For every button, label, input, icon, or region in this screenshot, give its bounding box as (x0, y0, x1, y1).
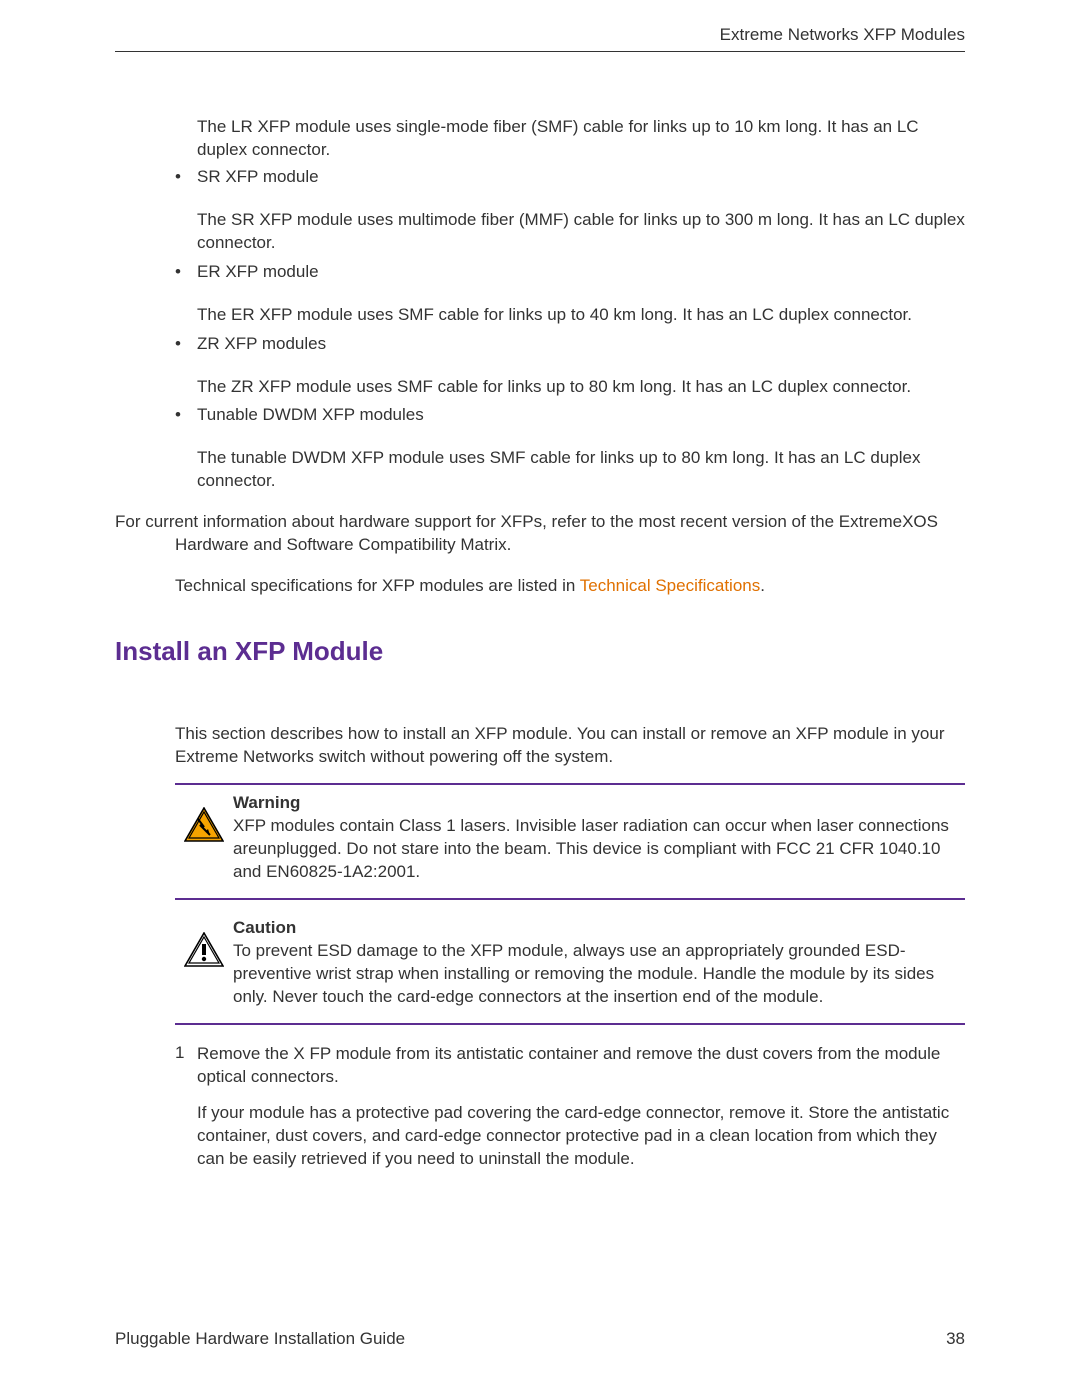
warning-rule-bottom (175, 898, 965, 900)
lr-description: The LR XFP module uses single-mode fiber… (175, 116, 965, 162)
warning-text: XFP modules contain Class 1 lasers. Invi… (233, 815, 965, 884)
list-item-desc: The ZR XFP module uses SMF cable for lin… (175, 376, 965, 399)
step-1a: Remove the X FP module from its antistat… (197, 1043, 965, 1089)
caution-rule-bottom (175, 1023, 965, 1025)
module-list: SR XFP module The SR XFP module uses mul… (175, 166, 965, 493)
list-item-desc: The ER XFP module uses SMF cable for lin… (175, 304, 965, 327)
caution-text: To prevent ESD damage to the XFP module,… (233, 940, 965, 1009)
list-item-desc: The SR XFP module uses multimode fiber (… (175, 209, 965, 255)
footer-title: Pluggable Hardware Installation Guide (115, 1329, 405, 1349)
spec-pre: Technical specifications for XFP modules… (175, 576, 580, 595)
list-item-desc: The tunable DWDM XFP module uses SMF cab… (175, 447, 965, 493)
section-intro: This section describes how to install an… (115, 723, 965, 769)
header-rule (115, 51, 965, 52)
page-number: 38 (946, 1329, 965, 1349)
warning-icon (175, 793, 233, 888)
caution-icon (175, 918, 233, 1013)
step-1b: If your module has a protective pad cove… (197, 1102, 965, 1171)
compat-text: For current information about hardware s… (175, 511, 965, 557)
step-number: 1 (175, 1043, 197, 1186)
list-item: SR XFP module (175, 166, 965, 189)
list-item: Tunable DWDM XFP modules (175, 404, 965, 427)
spec-line: Technical specifications for XFP modules… (115, 575, 965, 598)
list-item: ZR XFP modules (175, 333, 965, 356)
caution-label: Caution (233, 918, 965, 938)
spec-post: . (760, 576, 765, 595)
list-item: ER XFP module (175, 261, 965, 284)
page-header-title: Extreme Networks XFP Modules (115, 25, 965, 45)
section-title: Install an XFP Module (115, 636, 965, 667)
warning-label: Warning (233, 793, 965, 813)
technical-specifications-link[interactable]: Technical Specifications (580, 576, 760, 595)
